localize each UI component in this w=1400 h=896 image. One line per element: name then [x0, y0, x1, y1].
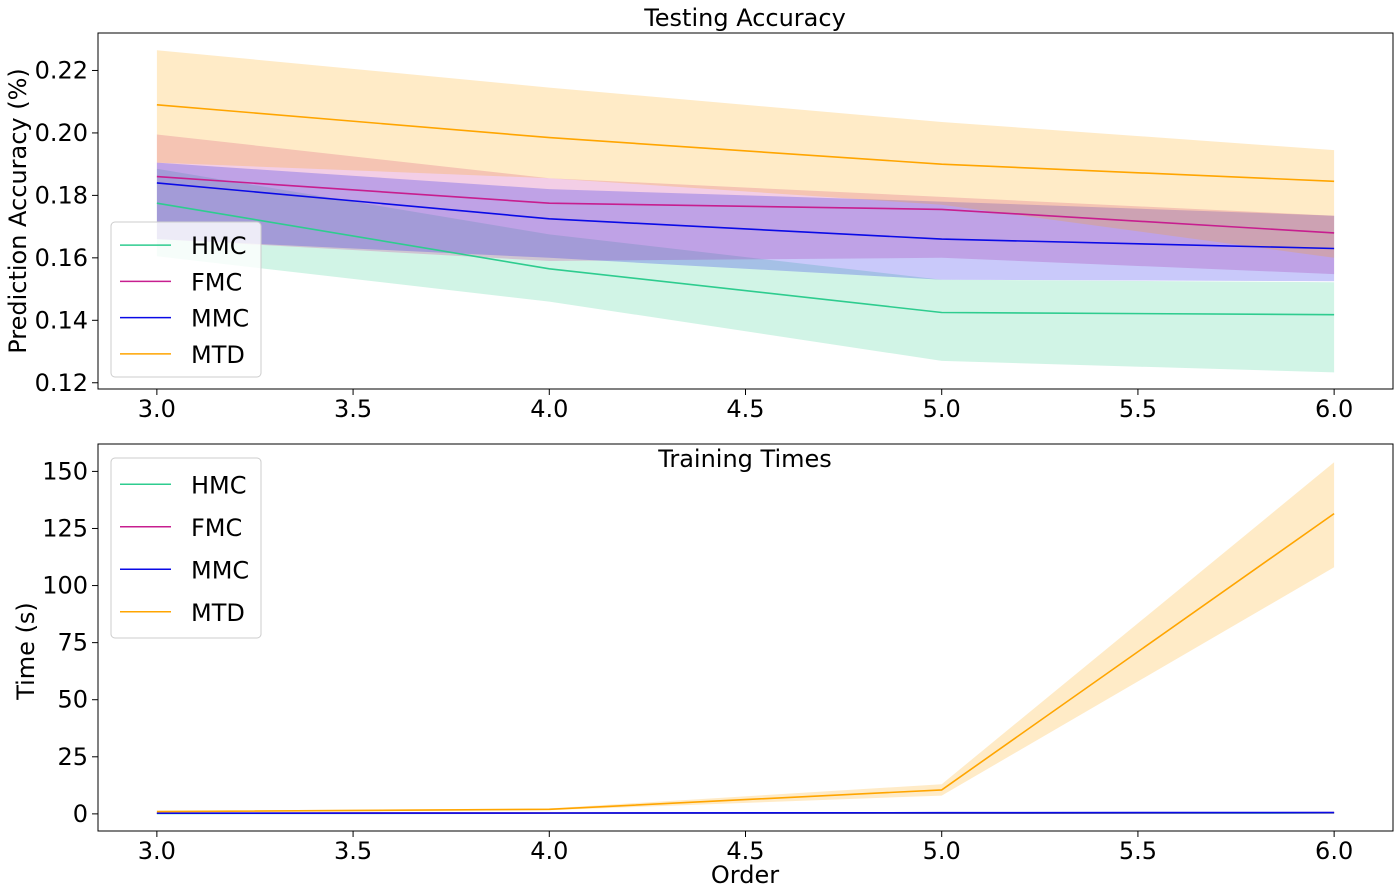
y-tick-label: 0.14 — [35, 306, 88, 334]
x-tick-label: 5.0 — [923, 395, 961, 423]
legend-label-mmc: MMC — [191, 556, 249, 584]
legend-label-mtd: MTD — [191, 341, 245, 369]
y-tick-label: 0.22 — [35, 56, 88, 84]
x-tick-label: 5.5 — [1119, 837, 1157, 865]
y-tick-label: 0 — [73, 800, 88, 828]
legend-label-mtd: MTD — [191, 599, 245, 627]
line-hmc — [156, 202, 1335, 316]
legend-label-fmc: FMC — [191, 514, 242, 542]
line-mmc — [156, 182, 1335, 250]
legend-frame — [110, 221, 262, 378]
x-axis-label: Order — [711, 861, 779, 889]
testing-accuracy-panel: Testing Accuracy Prediction Accuracy (%)… — [4, 4, 1394, 423]
x-tick-label: 4.0 — [530, 395, 568, 423]
y-tick-label: 25 — [57, 743, 88, 771]
band-hmc — [156, 168, 1335, 373]
y-tick-label: 150 — [42, 457, 88, 485]
y-tick-label: 0.16 — [35, 244, 88, 272]
y-axis-label: Prediction Accuracy (%) — [4, 68, 32, 354]
legend: HMC FMC MMC MTD — [110, 221, 262, 378]
legend-frame — [110, 457, 262, 639]
y-axis-label: Time (s) — [12, 602, 40, 701]
x-tick-label: 4.5 — [726, 837, 764, 865]
x-tick-label: 4.0 — [530, 837, 568, 865]
y-tick-label: 50 — [57, 686, 88, 714]
chart-title: Testing Accuracy — [643, 4, 846, 32]
legend-label-fmc: FMC — [191, 268, 242, 296]
x-tick-label: 6.0 — [1315, 837, 1353, 865]
legend-label-hmc: HMC — [191, 232, 247, 260]
legend-label-mmc: MMC — [191, 305, 249, 333]
y-tick-label: 75 — [57, 629, 88, 657]
training-times-panel: Training Times Time (s) Order 3.0 3.5 4.0 4… — [12, 443, 1394, 889]
band-fmc — [156, 134, 1335, 275]
y-tick-label: 0.18 — [35, 181, 88, 209]
legend: HMC FMC MMC MTD — [110, 457, 262, 639]
chart-title: Training Times — [657, 445, 832, 473]
legend-label-hmc: HMC — [191, 471, 247, 499]
y-tick-label: 125 — [42, 514, 88, 542]
line-mtd — [156, 512, 1335, 813]
x-tick-label: 3.0 — [138, 837, 176, 865]
line-mmc — [156, 811, 1335, 815]
y-tick-label: 100 — [42, 572, 88, 600]
x-tick-label: 6.0 — [1315, 395, 1353, 423]
x-tick-label: 3.5 — [334, 395, 372, 423]
band-mtd — [156, 50, 1335, 258]
y-tick-label: 0.12 — [35, 369, 88, 397]
y-tick-label: 0.20 — [35, 119, 88, 147]
line-mtd — [156, 104, 1335, 183]
x-tick-label: 5.0 — [923, 837, 961, 865]
band-mtd — [156, 462, 1335, 813]
x-tick-label: 3.5 — [334, 837, 372, 865]
x-tick-label: 5.5 — [1119, 395, 1157, 423]
line-fmc — [156, 175, 1335, 234]
x-tick-label: 3.0 — [138, 395, 176, 423]
x-tick-label: 4.5 — [726, 395, 764, 423]
